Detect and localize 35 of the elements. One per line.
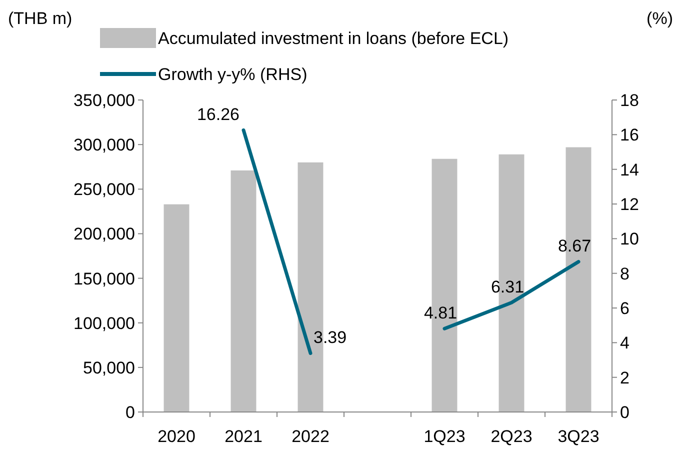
y-tick-label: 350,000 bbox=[74, 91, 135, 110]
y2-axis-title: (%) bbox=[646, 9, 673, 28]
y-tick-label: 250,000 bbox=[74, 180, 135, 200]
x-tick-label: 2021 bbox=[224, 427, 262, 446]
y-axis-title: (THB m) bbox=[8, 9, 72, 28]
x-tick-label: 3Q23 bbox=[558, 427, 600, 446]
y2-tick-label: 10 bbox=[620, 230, 639, 249]
y-tick-label: 50,000 bbox=[83, 358, 135, 378]
x-tick-label: 2Q23 bbox=[490, 427, 532, 446]
x-tick-label: 1Q23 bbox=[424, 427, 466, 446]
y2-tick-label: 0 bbox=[620, 403, 630, 422]
y2-tick-label: 6 bbox=[620, 299, 630, 318]
y2-tick-label: 2 bbox=[620, 368, 630, 388]
y2-tick-label: 14 bbox=[620, 160, 639, 180]
data-label: 8.67 bbox=[558, 236, 592, 256]
x-tick-label: 2022 bbox=[292, 427, 330, 446]
y2-tick-label: 16 bbox=[620, 126, 639, 145]
data-label: 3.39 bbox=[314, 328, 347, 348]
y2-tick-label: 8 bbox=[620, 264, 630, 284]
bar bbox=[230, 170, 256, 412]
y-tick-label: 200,000 bbox=[74, 224, 135, 244]
y-tick-label: 0 bbox=[126, 403, 135, 422]
data-label: 6.31 bbox=[490, 278, 524, 297]
data-label: 16.26 bbox=[196, 105, 240, 124]
y-tick-label: 150,000 bbox=[74, 269, 135, 288]
bar bbox=[164, 204, 190, 412]
y2-tick-label: 12 bbox=[620, 195, 639, 214]
y2-tick-label: 18 bbox=[620, 91, 639, 110]
legend-label: Accumulated investment in loans (before ECL) bbox=[158, 29, 509, 48]
y-tick-label: 300,000 bbox=[74, 136, 135, 155]
y-tick-label: 100,000 bbox=[74, 314, 135, 333]
y2-tick-label: 4 bbox=[620, 334, 630, 353]
data-label: 4.81 bbox=[424, 304, 458, 323]
x-tick-label: 2020 bbox=[158, 427, 196, 446]
legend-label: Growth y-y% (RHS) bbox=[158, 65, 308, 84]
